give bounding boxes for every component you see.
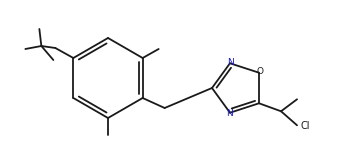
Text: Cl: Cl	[300, 121, 309, 131]
Text: O: O	[257, 67, 264, 76]
Text: N: N	[227, 58, 234, 67]
Text: N: N	[226, 109, 233, 118]
